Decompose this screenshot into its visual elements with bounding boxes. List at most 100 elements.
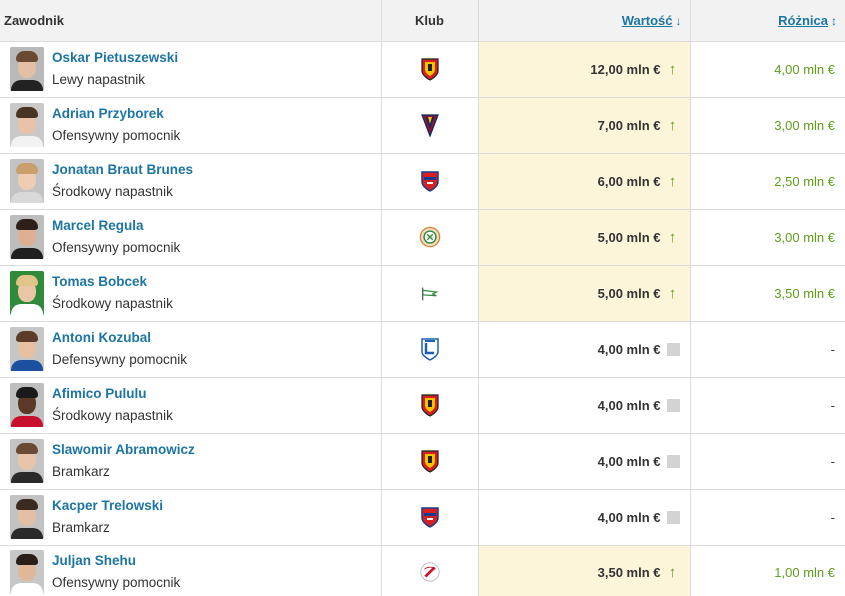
club-cell bbox=[381, 41, 479, 98]
market-value: 4,00 mln € bbox=[597, 341, 661, 357]
widzew-crest-icon[interactable] bbox=[419, 562, 441, 582]
player-position: Defensywny pomocnik bbox=[52, 352, 188, 367]
player-avatar[interactable] bbox=[10, 103, 44, 147]
player-text: Marcel Regula Ofensywny pomocnik bbox=[52, 215, 180, 259]
player-info: Adrian Przyborek Ofensywny pomocnik bbox=[0, 103, 381, 147]
market-value-cell: 5,00 mln € ↑ bbox=[478, 209, 691, 266]
jagiellonia-crest-icon[interactable] bbox=[419, 58, 441, 81]
player-position: Środkowy napastnik bbox=[52, 408, 173, 423]
player-cell: Afimico Pululu Środkowy napastnik bbox=[0, 377, 382, 434]
table-row: Oskar Pietuszewski Lewy napastnik 12,00 … bbox=[0, 41, 845, 98]
player-info: Marcel Regula Ofensywny pomocnik bbox=[0, 215, 381, 259]
value-difference-cell: 3,00 mln € bbox=[690, 209, 845, 266]
player-name-link[interactable]: Adrian Przyborek bbox=[52, 106, 164, 121]
value-difference: - bbox=[830, 509, 835, 525]
lechia-crest-icon[interactable] bbox=[419, 284, 441, 301]
player-cell: Adrian Przyborek Ofensywny pomocnik bbox=[0, 97, 382, 154]
player-info: Slawomir Abramowicz Bramkarz bbox=[0, 439, 381, 483]
sort-both-icon[interactable]: ↕ bbox=[831, 13, 837, 28]
market-value-cell: 4,00 mln € bbox=[478, 489, 691, 546]
market-value: 12,00 mln € bbox=[590, 61, 661, 77]
jagiellonia-crest-icon[interactable] bbox=[419, 394, 441, 417]
no-change-icon bbox=[666, 398, 680, 412]
value-difference: 3,00 mln € bbox=[774, 117, 835, 133]
market-value-cell: 4,00 mln € bbox=[478, 321, 691, 378]
player-name-link[interactable]: Jonatan Braut Brunes bbox=[52, 162, 194, 177]
value-difference-cell: 2,50 mln € bbox=[690, 153, 845, 210]
player-avatar[interactable] bbox=[10, 495, 44, 539]
player-text: Afimico Pululu Środkowy napastnik bbox=[52, 383, 173, 427]
value-difference-cell: - bbox=[690, 377, 845, 434]
player-name-link[interactable]: Marcel Regula bbox=[52, 218, 144, 233]
player-avatar[interactable] bbox=[10, 47, 44, 91]
player-position: Lewy napastnik bbox=[52, 72, 146, 87]
player-name-link[interactable]: Tomas Bobcek bbox=[52, 274, 148, 289]
player-text: Adrian Przyborek Ofensywny pomocnik bbox=[52, 103, 180, 147]
player-avatar[interactable] bbox=[10, 439, 44, 483]
club-cell bbox=[381, 153, 479, 210]
sort-by-value-link[interactable]: Wartość bbox=[621, 12, 673, 28]
player-info: Antoni Kozubal Defensywny pomocnik bbox=[0, 327, 381, 371]
player-info: Juljan Shehu Ofensywny pomocnik bbox=[0, 550, 381, 594]
player-avatar[interactable] bbox=[10, 159, 44, 203]
player-avatar[interactable] bbox=[10, 550, 44, 594]
arrow-up-icon: ↑ bbox=[668, 60, 677, 78]
player-name-link[interactable]: Juljan Shehu bbox=[52, 553, 137, 568]
player-cell: Oskar Pietuszewski Lewy napastnik bbox=[0, 41, 382, 98]
player-name-link[interactable]: Kacper Trelowski bbox=[52, 498, 164, 513]
value-difference-cell: 4,00 mln € bbox=[690, 41, 845, 98]
player-name-link[interactable]: Antoni Kozubal bbox=[52, 330, 151, 345]
player-position: Bramkarz bbox=[52, 520, 110, 535]
player-name-link[interactable]: Afimico Pululu bbox=[52, 386, 147, 401]
player-avatar[interactable] bbox=[10, 327, 44, 371]
player-text: Juljan Shehu Ofensywny pomocnik bbox=[52, 550, 180, 594]
market-value-cell: 6,00 mln € ↑ bbox=[478, 153, 691, 210]
player-text: Kacper Trelowski Bramkarz bbox=[52, 495, 163, 539]
player-avatar[interactable] bbox=[10, 215, 44, 259]
value-difference-cell: - bbox=[690, 433, 845, 490]
pogon-crest-icon[interactable] bbox=[419, 114, 441, 137]
rakow-crest-icon[interactable] bbox=[419, 171, 441, 192]
player-cell: Slawomir Abramowicz Bramkarz bbox=[0, 433, 382, 490]
market-value-cell: 12,00 mln € ↑ bbox=[478, 41, 691, 98]
player-position: Środkowy napastnik bbox=[52, 296, 173, 311]
player-cell: Juljan Shehu Ofensywny pomocnik bbox=[0, 545, 382, 596]
market-value: 5,00 mln € bbox=[597, 229, 661, 245]
market-value-cell: 3,50 mln € ↑ bbox=[478, 545, 691, 596]
header-diff[interactable]: Różnica ↕ bbox=[690, 0, 845, 42]
market-value-cell: 5,00 mln € ↑ bbox=[478, 265, 691, 322]
arrow-up-icon: ↑ bbox=[668, 228, 677, 246]
lech-crest-icon[interactable] bbox=[419, 338, 441, 361]
jagiellonia-crest-icon[interactable] bbox=[419, 450, 441, 473]
header-value[interactable]: Wartość ↓ bbox=[478, 0, 691, 42]
club-cell bbox=[381, 209, 479, 266]
player-text: Oskar Pietuszewski Lewy napastnik bbox=[52, 47, 178, 91]
market-value-cell: 4,00 mln € bbox=[478, 433, 691, 490]
sort-desc-icon[interactable]: ↓ bbox=[675, 13, 682, 28]
table-row: Antoni Kozubal Defensywny pomocnik 4,00 … bbox=[0, 321, 845, 378]
player-name-link[interactable]: Oskar Pietuszewski bbox=[52, 50, 179, 65]
value-difference: 4,00 mln € bbox=[774, 61, 835, 77]
player-info: Tomas Bobcek Środkowy napastnik bbox=[0, 271, 381, 315]
rakow-crest-icon[interactable] bbox=[419, 507, 441, 528]
player-cell: Kacper Trelowski Bramkarz bbox=[0, 489, 382, 546]
market-value: 4,00 mln € bbox=[597, 509, 661, 525]
player-position: Ofensywny pomocnik bbox=[52, 575, 181, 590]
player-name-link[interactable]: Slawomir Abramowicz bbox=[52, 442, 195, 457]
market-value: 5,00 mln € bbox=[597, 285, 661, 301]
value-difference: 1,00 mln € bbox=[774, 564, 835, 580]
player-avatar[interactable] bbox=[10, 271, 44, 315]
table-row: Marcel Regula Ofensywny pomocnik 5,00 ml… bbox=[0, 209, 845, 266]
zaglebie-crest-icon[interactable] bbox=[419, 226, 441, 248]
player-avatar[interactable] bbox=[10, 383, 44, 427]
market-value-cell: 4,00 mln € bbox=[478, 377, 691, 434]
player-cell: Jonatan Braut Brunes Środkowy napastnik bbox=[0, 153, 382, 210]
player-info: Oskar Pietuszewski Lewy napastnik bbox=[0, 47, 381, 91]
player-cell: Antoni Kozubal Defensywny pomocnik bbox=[0, 321, 382, 378]
table-row: Slawomir Abramowicz Bramkarz 4,00 mln € … bbox=[0, 433, 845, 490]
sort-by-diff-link[interactable]: Różnica bbox=[778, 12, 828, 28]
arrow-up-icon: ↑ bbox=[668, 116, 677, 134]
table-row: Tomas Bobcek Środkowy napastnik 5,00 mln… bbox=[0, 265, 845, 322]
player-text: Jonatan Braut Brunes Środkowy napastnik bbox=[52, 159, 193, 203]
